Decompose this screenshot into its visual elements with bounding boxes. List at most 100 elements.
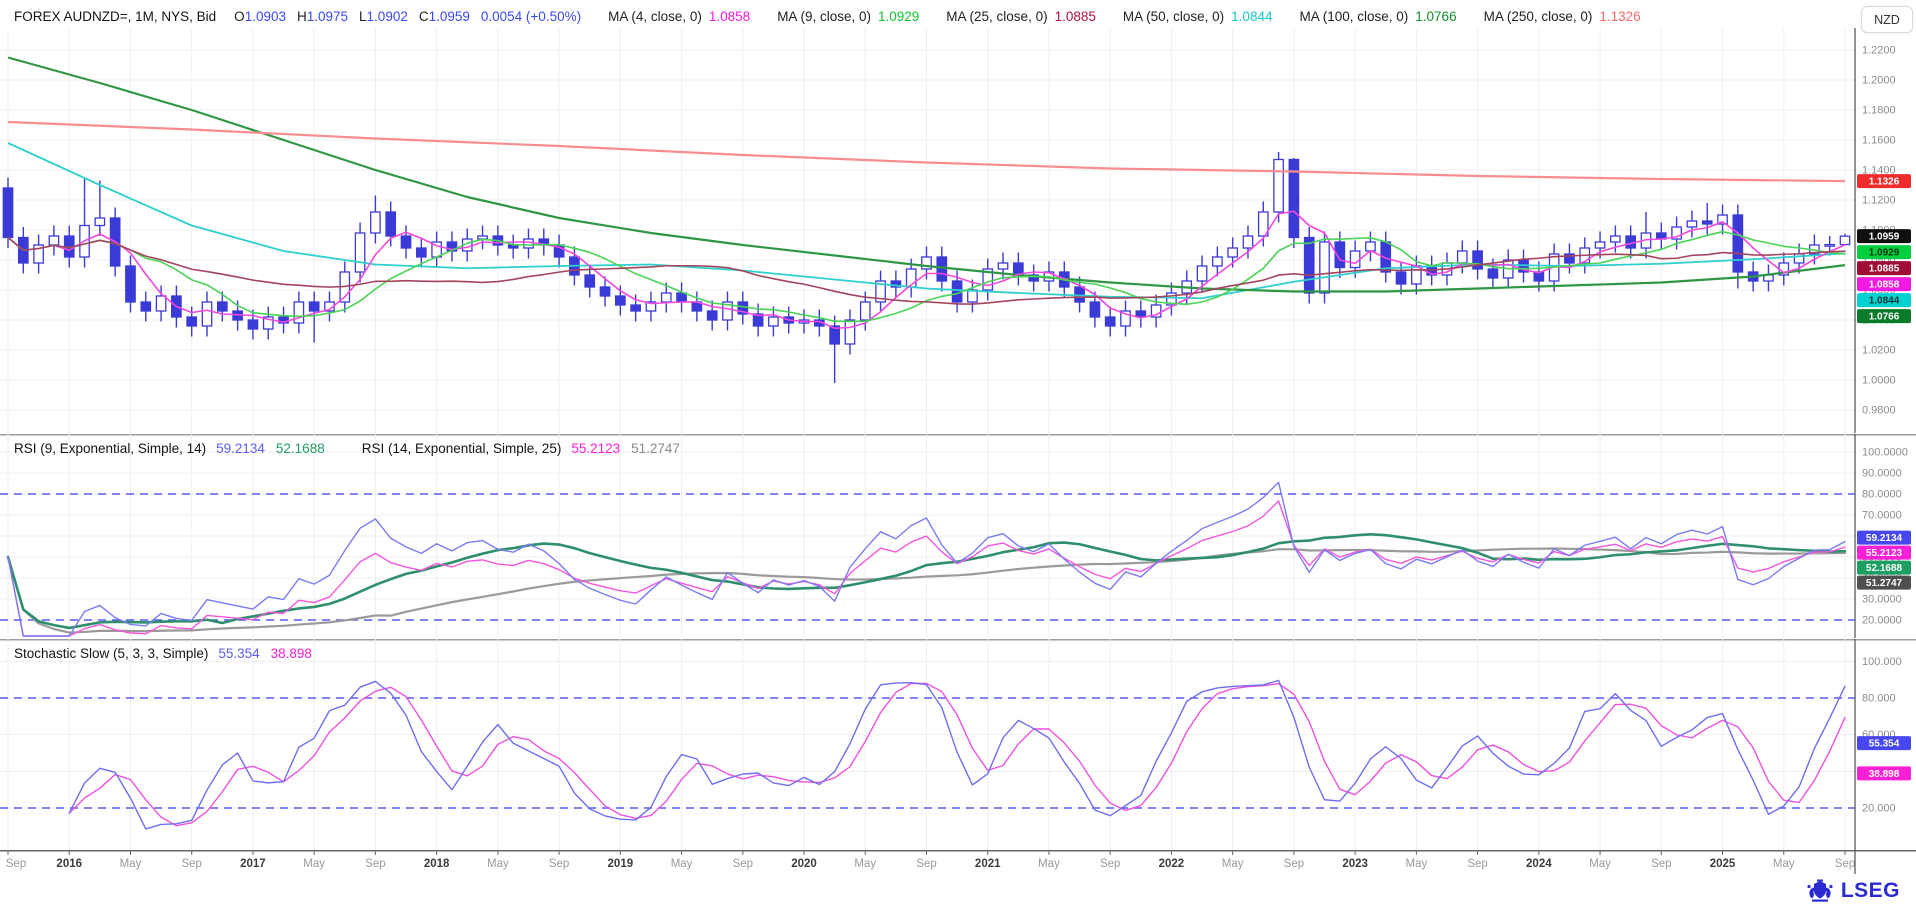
time-axis-label: May (1222, 858, 1244, 870)
ma-legend-item: MA (100, close, 0) 1.0766 (1299, 9, 1457, 24)
axis-badge (1857, 309, 1911, 324)
time-axis-label: Sep (1284, 858, 1304, 870)
axis-badge (1857, 736, 1911, 751)
stochastic-title: Stochastic Slow (5, 3, 3, Simple) (14, 646, 209, 661)
rsi-legend: RSI (9, Exponential, Simple, 14) 59.2134… (14, 441, 691, 456)
time-axis-label: May (120, 858, 142, 870)
ma-line-MA4 (7, 210, 1846, 330)
axis-label: 100.000 (1862, 656, 1902, 668)
axis-badge-value: 55.354 (1869, 739, 1900, 750)
time-axis-label: Sep (1651, 858, 1671, 870)
open-field: O1.0903 (234, 9, 286, 24)
axis-badge-value: 55.2123 (1866, 548, 1903, 559)
axis-badge-value: 1.0959 (1869, 232, 1900, 243)
stochastic-value-d: 38.898 (270, 646, 312, 661)
time-axis-label: May (487, 858, 509, 870)
time-axis-label: Sep (181, 858, 201, 870)
axis-badge (1857, 530, 1911, 545)
rsi-value-3: 55.2123 (571, 441, 621, 456)
axis-badge (1857, 766, 1911, 781)
time-axis[interactable]: Sep 2016 May Sep 2017 May Sep 2018 May Sep 2019 May… (0, 850, 1916, 874)
stochastic-legend: Stochastic Slow (5, 3, 3, Simple) 55.354… (14, 646, 323, 661)
ma-legend-item: MA (9, close, 0) 1.0929 (777, 9, 920, 24)
stoch-line-slow_k (68, 679, 1846, 830)
axis-label: 30.0000 (1862, 594, 1902, 606)
time-axis-label: 2022 (1159, 858, 1185, 870)
rsi-line-rsi9 (7, 481, 1846, 637)
close-field: C1.0959 (418, 9, 470, 24)
axis-badge-value: 38.898 (1869, 769, 1900, 780)
time-axis-label: Sep (365, 858, 385, 870)
main-price-panel[interactable]: 1.22001.20001.18001.16001.14001.12001.10… (0, 28, 1916, 433)
ma-legend-item: MA (50, close, 0) 1.0844 (1122, 9, 1273, 24)
time-axis-label: 2021 (975, 858, 1001, 870)
lseg-logo: LSEG (1805, 878, 1900, 904)
axis-badge (1857, 293, 1911, 308)
axis-label: 1.1600 (1862, 135, 1896, 147)
axis-label: 70.0000 (1862, 510, 1902, 522)
axis-badge-value: 1.0929 (1869, 248, 1900, 259)
axis-badge-value: 51.2747 (1866, 578, 1903, 589)
time-axis-label: 2018 (424, 858, 450, 870)
axis-label: 80.0000 (1862, 489, 1902, 501)
main-chart-legend: FOREX AUDNZD=, 1M, NYS, Bid O1.0903 H1.0… (14, 9, 1641, 24)
axis-label: 1.1800 (1862, 105, 1896, 117)
rsi-value-2: 52.1688 (275, 441, 325, 456)
time-axis-label: Sep (549, 858, 569, 870)
time-axis-label: May (1405, 858, 1427, 870)
axis-badge (1857, 245, 1911, 260)
rsi-value-4: 51.2747 (631, 441, 680, 456)
ma-line-MA50 (7, 142, 1846, 300)
ma-line-MA100 (7, 56, 1846, 293)
time-axis-label: Sep (1467, 858, 1487, 870)
rsi-title-1: RSI (9, Exponential, Simple, 14) (14, 441, 207, 456)
time-axis-label: 2017 (240, 858, 266, 870)
axis-label: 20.000 (1862, 803, 1896, 815)
axis-badge (1857, 277, 1911, 292)
ma-line-MA25 (7, 236, 1846, 305)
lseg-crest-icon (1805, 878, 1835, 904)
time-axis-label: Sep (916, 858, 936, 870)
time-axis-label: May (303, 858, 325, 870)
ma-legend-item: MA (4, close, 0) 1.0858 (608, 9, 751, 24)
time-axis-label: 2024 (1526, 858, 1552, 870)
ma-legend-item: MA (250, close, 0) 1.1326 (1483, 9, 1641, 24)
axis-badge (1857, 229, 1911, 244)
rsi-value-1: 59.2134 (216, 441, 265, 456)
time-axis-label: 2023 (1342, 858, 1368, 870)
time-axis-label: May (1773, 858, 1795, 870)
price-axis-currency-button[interactable]: NZD (1861, 6, 1913, 33)
rsi-panel[interactable]: 100.000090.000080.000070.000060.000050.0… (0, 434, 1916, 638)
axis-badge-value: 52.1688 (1866, 563, 1903, 574)
time-axis-label: Sep (1835, 858, 1855, 870)
axis-label: 20.0000 (1862, 615, 1902, 627)
axis-badge-value: 1.0885 (1869, 264, 1900, 275)
rsi-title-2: RSI (14, Exponential, Simple, 25) (361, 441, 562, 456)
ma-line-MA250 (7, 120, 1846, 183)
axis-badge-value: 1.0858 (1869, 280, 1900, 291)
axis-label: 1.2000 (1862, 75, 1896, 87)
time-axis-label: Sep (1100, 858, 1120, 870)
time-axis-label: May (1589, 858, 1611, 870)
time-axis-label: May (1038, 858, 1060, 870)
axis-label: 1.0200 (1862, 345, 1896, 357)
low-field: L1.0902 (359, 9, 408, 24)
rsi-line-rsi14 (7, 500, 1846, 637)
time-axis-label: 2016 (56, 858, 82, 870)
stochastic-panel[interactable]: 100.00080.00060.00040.00020.00055.35438.… (0, 639, 1916, 850)
axis-label: 1.1400 (1862, 165, 1896, 177)
stoch-line-slow_d (68, 682, 1846, 827)
axis-badge (1857, 560, 1911, 575)
high-field: H1.0975 (296, 9, 349, 24)
time-axis-label: 2025 (1710, 858, 1736, 870)
axis-badge-value: 1.0844 (1869, 296, 1900, 307)
time-axis-label: May (671, 858, 693, 870)
axis-label: 80.000 (1862, 693, 1896, 705)
axis-label: 1.1200 (1862, 195, 1896, 207)
axis-badge (1857, 174, 1911, 189)
axis-badge-value: 1.0766 (1869, 312, 1900, 323)
stochastic-value-k: 55.354 (218, 646, 260, 661)
time-axis-label: Sep (733, 858, 753, 870)
instrument-title: FOREX AUDNZD=, 1M, NYS, Bid (14, 9, 217, 24)
